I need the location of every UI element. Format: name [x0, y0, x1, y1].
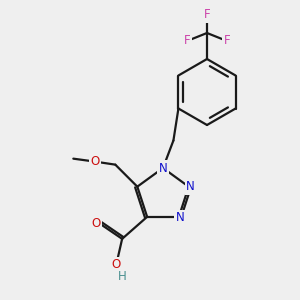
Text: N: N	[159, 161, 167, 175]
Text: F: F	[224, 34, 230, 47]
Text: N: N	[176, 211, 184, 224]
Text: F: F	[204, 8, 210, 22]
Text: H: H	[118, 270, 127, 283]
Text: N: N	[186, 180, 195, 193]
Text: O: O	[91, 155, 100, 168]
Text: O: O	[92, 217, 101, 230]
Text: F: F	[184, 34, 190, 47]
Text: O: O	[112, 258, 121, 271]
